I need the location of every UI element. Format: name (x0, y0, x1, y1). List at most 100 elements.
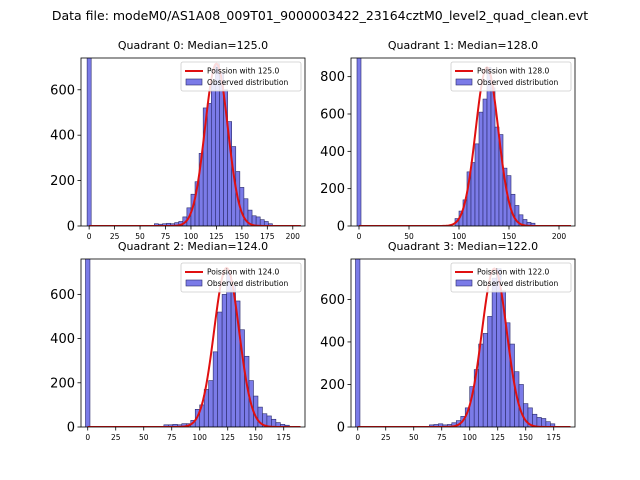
x-tick-label: 50 (404, 232, 414, 241)
x-tick-label: 200 (552, 232, 567, 241)
x-tick-label: 125 (221, 433, 236, 442)
x-tick-label: 50 (409, 433, 419, 442)
axes-frame (80, 258, 306, 428)
x-tick-label: 50 (139, 433, 149, 442)
panel-quadrant-1: 0 200 400 600 800 0 50 100 150 200 Quadrant 1: Med… (320, 39, 576, 241)
y-tick-label: 400 (320, 145, 345, 160)
legend-label-observed: Observed distribution (207, 78, 288, 87)
x-tick-label: 0 (357, 232, 362, 241)
legend-label-poisson: Poission with 125.0 (207, 67, 280, 76)
histogram-bar (268, 223, 273, 226)
y-tick-label: 200 (320, 182, 345, 197)
x-tick-label: 0 (85, 433, 90, 442)
x-tick-label: 150 (519, 433, 534, 442)
panel-quadrant-2: 0 200 400 600 0 25 50 75 100 125 150 175 Quadrant 2:… (50, 240, 306, 442)
histogram-bar (206, 103, 212, 226)
legend-bar-swatch (455, 279, 473, 287)
y-tick-label: 600 (320, 293, 345, 308)
legend-label-poisson: Poission with 124.0 (207, 268, 280, 277)
x-tick-label: 25 (381, 433, 391, 442)
x-tick-label: 125 (491, 433, 506, 442)
figure-suptitle: Data file: modeM0/AS1A08_009T01_90000034… (52, 8, 588, 23)
x-tick-label: 100 (463, 433, 478, 442)
legend-label-observed: Observed distribution (477, 279, 558, 288)
x-tick-label: 100 (193, 433, 208, 442)
histogram-bar (474, 143, 480, 226)
histogram-bar (494, 126, 500, 226)
histogram-bar (255, 216, 261, 226)
x-tick-label: 200 (286, 232, 301, 241)
panel-title: Quadrant 1: Median=128.0 (388, 39, 538, 52)
histogram-bar (217, 311, 223, 427)
histogram-bar (221, 294, 227, 427)
y-tick-label: 600 (50, 288, 75, 303)
histogram-bar (230, 285, 236, 427)
y-tick-label: 0 (67, 220, 75, 235)
plot-area (356, 58, 571, 226)
legend: Poission with 122.0 Observed distribution (450, 262, 572, 293)
x-tick-label: 175 (260, 232, 275, 241)
y-tick-label: 200 (320, 378, 345, 393)
legend: Poission with 124.0 Observed distribution (180, 262, 302, 293)
panel-title: Quadrant 2: Median=124.0 (118, 240, 268, 253)
x-tick-label: 150 (502, 232, 517, 241)
histogram-bar (212, 351, 218, 427)
panel-quadrant-0: 0 200 400 600 0 25 50 75 100 125 150 175 200 Quadrant… (50, 39, 306, 241)
histogram-bar (86, 58, 92, 226)
plot-area (86, 58, 301, 226)
y-tick-label: 200 (50, 174, 75, 189)
histogram-bar (208, 380, 214, 427)
x-tick-label: 0 (87, 232, 92, 241)
y-tick-label: 400 (320, 335, 345, 350)
histogram-bar (226, 271, 232, 427)
poisson-curve (87, 266, 301, 427)
histogram-bar (470, 162, 476, 226)
x-tick-label: 25 (110, 232, 120, 241)
y-tick-label: 200 (50, 376, 75, 391)
axes-frame (350, 258, 576, 428)
legend-box (450, 61, 572, 92)
x-tick-label: 150 (249, 433, 264, 442)
x-tick-label: 50 (135, 232, 145, 241)
x-tick-label: 100 (452, 232, 467, 241)
legend-box (180, 262, 302, 293)
panels: 0 200 400 600 0 25 50 75 100 125 150 175 200 Quadrant… (50, 39, 576, 442)
legend-box (180, 61, 302, 92)
y-tick-label: 800 (320, 70, 345, 85)
x-tick-label: 0 (355, 433, 360, 442)
legend-box (450, 262, 572, 293)
x-tick-label: 75 (161, 232, 171, 241)
histogram-bar (490, 87, 496, 226)
histogram-bar (482, 333, 488, 427)
panel-quadrant-3: 0 200 400 600 0 25 50 75 100 125 150 175 Quadrant 3:… (320, 240, 576, 442)
histogram-bar (355, 259, 361, 427)
y-tick-label: 400 (50, 332, 75, 347)
x-tick-label: 75 (437, 433, 447, 442)
y-tick-label: 600 (50, 83, 75, 98)
x-tick-label: 175 (277, 433, 292, 442)
x-tick-label: 175 (547, 433, 562, 442)
legend-bar-swatch (185, 78, 203, 86)
histogram-bar (85, 259, 91, 427)
x-tick-label: 75 (167, 433, 177, 442)
y-tick-label: 600 (320, 108, 345, 123)
legend-label-poisson: Poission with 122.0 (477, 268, 550, 277)
histogram-bar (482, 98, 488, 226)
legend-label-observed: Observed distribution (207, 279, 288, 288)
legend: Poission with 125.0 Observed distribution (180, 61, 302, 92)
histogram-bar (491, 277, 497, 427)
histogram-bar (211, 82, 216, 226)
histogram-bar (219, 72, 224, 226)
x-tick-label: 25 (111, 433, 121, 442)
histogram-bar (487, 316, 493, 427)
legend: Poission with 128.0 Observed distribution (450, 61, 572, 92)
legend-bar-swatch (185, 279, 203, 287)
y-tick-label: 0 (337, 421, 345, 436)
axes-frame (80, 57, 306, 227)
axes-frame (350, 57, 576, 227)
y-tick-label: 0 (67, 421, 75, 436)
histogram-bar (478, 111, 484, 226)
poisson-curve (357, 267, 571, 427)
x-tick-label: 125 (209, 232, 224, 241)
